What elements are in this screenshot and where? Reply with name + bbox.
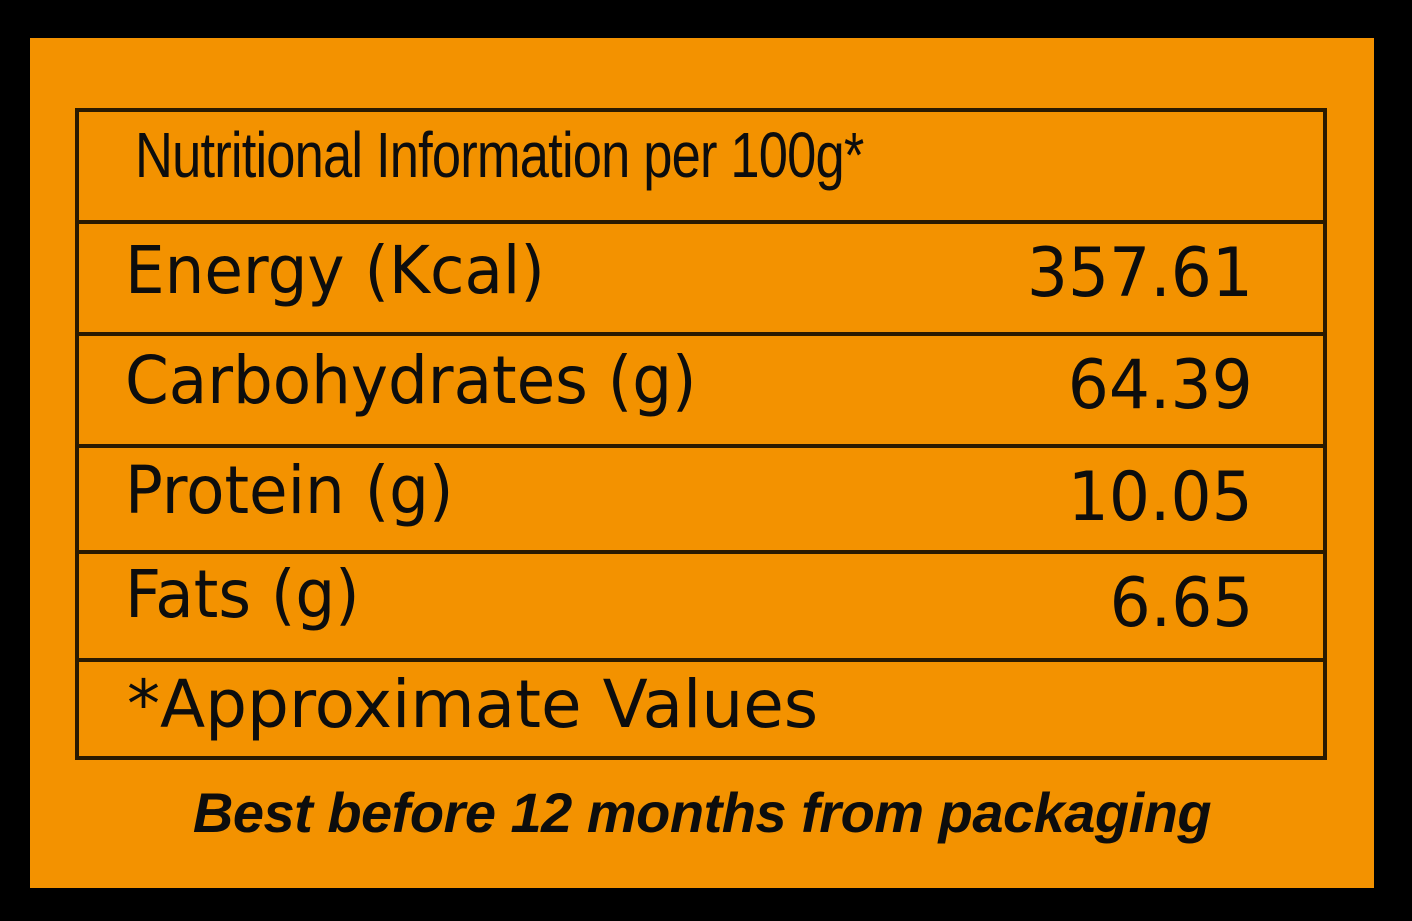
nutrition-table: Nutritional Information per 100g* Energy… xyxy=(75,108,1327,760)
table-title: Nutritional Information per 100g* xyxy=(135,119,864,191)
table-header-row: Nutritional Information per 100g* xyxy=(79,112,1323,220)
row-label-protein: Protein (g) xyxy=(125,452,454,529)
table-row: Protein (g) 10.05 xyxy=(79,444,1323,550)
table-row: Energy (Kcal) 357.61 xyxy=(79,220,1323,332)
approximate-values-note: *Approximate Values xyxy=(127,666,819,743)
row-label-fats: Fats (g) xyxy=(125,556,360,633)
row-label-carbohydrates: Carbohydrates (g) xyxy=(125,342,697,419)
table-row: Fats (g) 6.65 xyxy=(79,550,1323,658)
table-footnote-row: *Approximate Values xyxy=(79,658,1323,756)
nutrition-label: Nutritional Information per 100g* Energy… xyxy=(30,38,1374,888)
best-before-text: Best before 12 months from packaging xyxy=(192,781,1212,844)
row-value-carbohydrates: 64.39 xyxy=(1068,346,1253,425)
table-row: Carbohydrates (g) 64.39 xyxy=(79,332,1323,444)
row-value-fats: 6.65 xyxy=(1109,564,1253,643)
row-value-protein: 10.05 xyxy=(1068,458,1253,537)
row-label-energy: Energy (Kcal) xyxy=(125,232,545,309)
row-value-energy: 357.61 xyxy=(1026,234,1253,313)
